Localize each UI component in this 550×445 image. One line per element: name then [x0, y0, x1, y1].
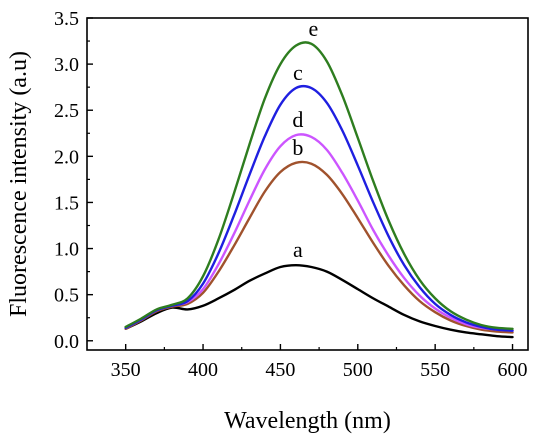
x-tick-label: 450	[265, 359, 295, 381]
series-group	[124, 41, 514, 339]
series-label-b: b	[292, 135, 303, 160]
y-tick-label: 0.5	[54, 285, 79, 307]
x-tick-label: 500	[343, 359, 373, 381]
x-axis-title: Wavelength (nm)	[224, 408, 391, 434]
series-label-c: c	[293, 60, 303, 85]
y-tick-label: 0.0	[54, 331, 79, 353]
y-tick-label: 1.0	[54, 239, 79, 261]
plot-frame	[86, 17, 529, 351]
y-tick-label: 3.0	[54, 54, 79, 76]
x-tick-label: 350	[111, 359, 141, 381]
y-axis-title: Fluorescence intensity (a.u)	[6, 51, 32, 317]
axes: 350 400 450 500 550 600 0.0 0.5 1.0 1.5 2.0 2.5 3.0 3…	[54, 8, 529, 381]
series-label-e: e	[308, 16, 318, 41]
series-line-b	[124, 160, 514, 334]
series-label-a: a	[293, 237, 303, 262]
series-line-c	[124, 84, 514, 332]
x-tick-label: 600	[498, 359, 528, 381]
x-tick-label: 400	[188, 359, 218, 381]
y-tick-label: 2.5	[54, 100, 79, 122]
series-label-d: d	[292, 107, 303, 132]
series-line-a	[124, 263, 514, 339]
series-line-e	[124, 41, 514, 330]
y-tick-label: 1.5	[54, 192, 79, 214]
y-tick-label: 3.5	[54, 8, 79, 30]
y-tick-label: 2.0	[54, 146, 79, 168]
x-tick-label: 550	[420, 359, 450, 381]
